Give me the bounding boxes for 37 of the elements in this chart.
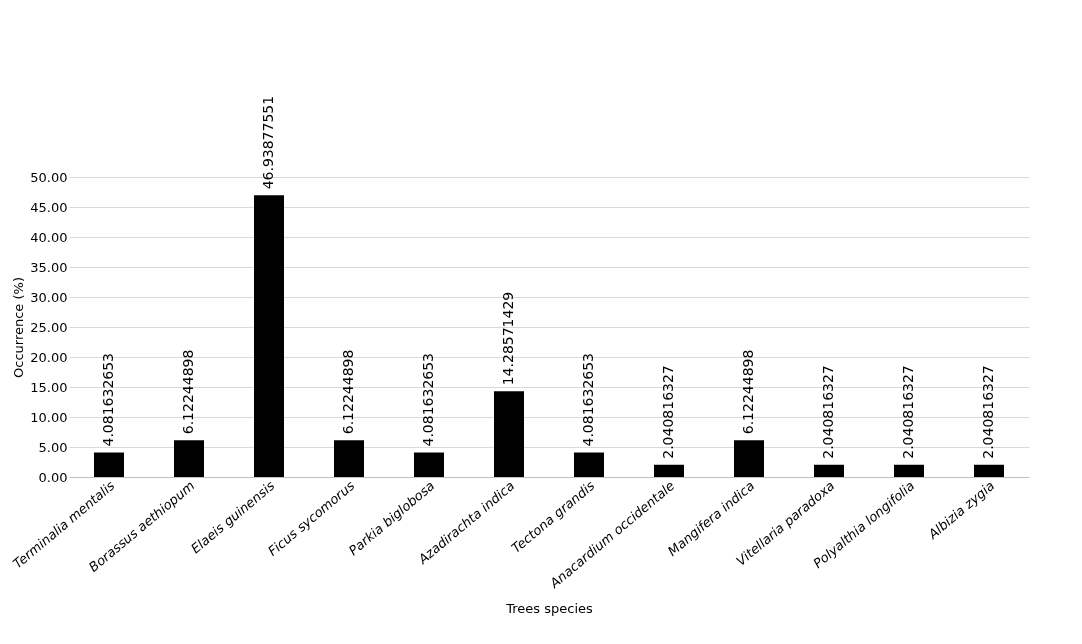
bar <box>974 464 1004 477</box>
data-label: 6.12244898 <box>740 349 756 435</box>
y-tick-label: 20.00 <box>30 349 68 365</box>
y-axis-title: Occurrence (%) <box>11 277 27 378</box>
y-tick-label: 15.00 <box>30 379 68 395</box>
y-tick-label: 30.00 <box>30 289 68 305</box>
data-label: 2.040816327 <box>820 365 836 459</box>
bar <box>654 464 684 477</box>
bar <box>334 440 364 477</box>
bar <box>734 440 764 477</box>
data-label: 2.040816327 <box>660 365 676 459</box>
y-tick-label: 5.00 <box>38 439 68 455</box>
data-label: 46.93877551 <box>260 95 276 190</box>
bar <box>494 391 524 477</box>
bar <box>574 452 604 477</box>
data-label: 4.081632653 <box>580 352 596 447</box>
bar <box>174 440 204 477</box>
y-tick-label: 25.00 <box>30 319 68 335</box>
bar <box>254 195 284 477</box>
bar <box>94 452 124 477</box>
data-label: 6.12244898 <box>340 349 356 435</box>
y-tick-label: 50.00 <box>30 169 68 185</box>
data-label: 6.12244898 <box>180 349 196 435</box>
y-tick-label: 45.00 <box>30 199 68 215</box>
data-label: 2.040816327 <box>900 365 916 459</box>
data-label: 4.081632653 <box>100 352 116 447</box>
bar <box>894 464 924 477</box>
x-axis-title: Trees species <box>505 600 593 616</box>
y-tick-label: 10.00 <box>30 409 68 425</box>
data-label: 4.081632653 <box>420 352 436 447</box>
bar <box>414 452 444 477</box>
data-label: 2.040816327 <box>980 365 996 459</box>
data-label: 14.28571429 <box>500 291 516 386</box>
bar <box>814 464 844 477</box>
y-tick-label: 35.00 <box>30 259 68 275</box>
y-tick-label: 0.00 <box>38 469 68 485</box>
y-tick-label: 40.00 <box>30 229 68 245</box>
